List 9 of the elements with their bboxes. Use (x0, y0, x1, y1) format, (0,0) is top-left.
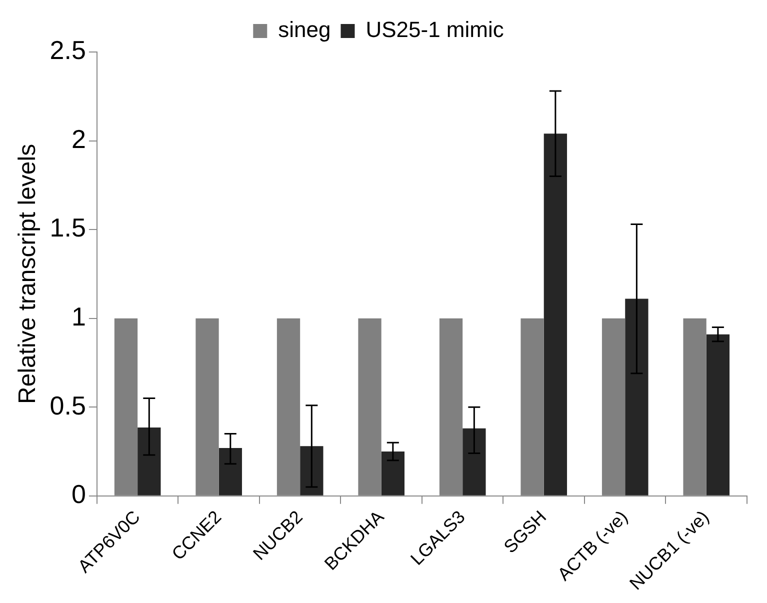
y-tick-label: 0.5 (50, 390, 86, 420)
y-tick-label: 0 (71, 479, 86, 510)
y-tick-label: 2.5 (50, 35, 86, 66)
legend-label: US25-1 mimic (366, 17, 504, 42)
y-axis-title: Relative transcript levels (14, 144, 42, 404)
y-tick-label: 2 (71, 124, 86, 154)
y-tick-label: 1 (71, 302, 86, 332)
y-tick-label: 1.5 (50, 212, 86, 243)
legend-label: sineg (278, 17, 331, 42)
